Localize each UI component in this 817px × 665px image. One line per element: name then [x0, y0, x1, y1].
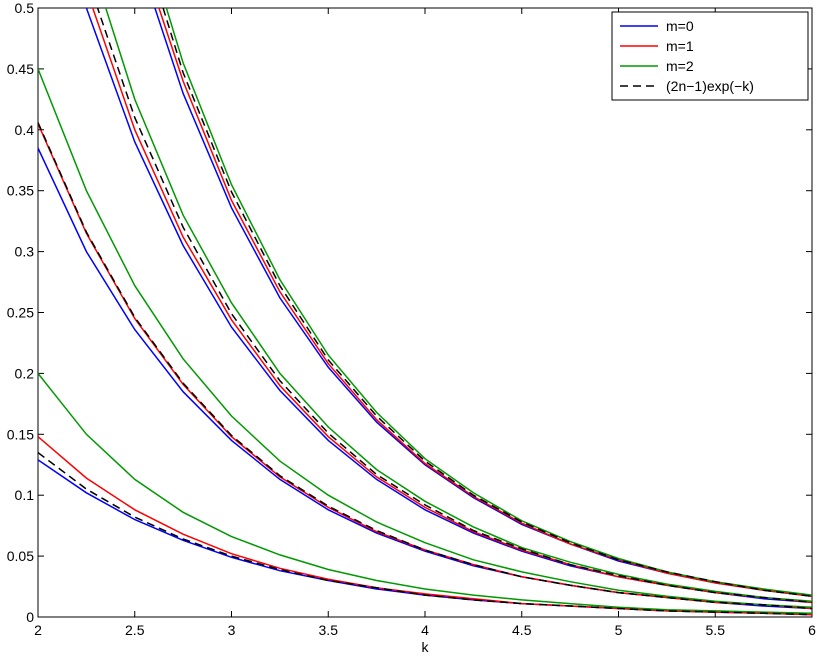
curve [38, 372, 812, 615]
y-tick-label: 0.3 [15, 244, 35, 260]
legend-label: (2n−1)exp(−k) [666, 78, 754, 94]
curve [38, 68, 812, 609]
curve [158, 8, 812, 598]
x-tick-label: 2.5 [125, 622, 145, 638]
x-axis-label: k [422, 639, 430, 655]
curve [38, 122, 812, 610]
curve [104, 8, 812, 602]
y-tick-label: 0.05 [7, 548, 34, 564]
x-tick-label: 4.5 [512, 622, 532, 638]
x-tick-label: 3 [228, 622, 236, 638]
y-tick-label: 0.2 [15, 365, 35, 381]
x-tick-label: 3.5 [319, 622, 339, 638]
plot-frame [37, 7, 813, 618]
y-tick-label: 0.4 [15, 122, 35, 138]
y-tick-label: 0.1 [15, 487, 35, 503]
x-tick-label: 2 [34, 622, 42, 638]
curve [165, 8, 812, 596]
plot-area [38, 8, 812, 616]
x-tick-label: 5.5 [706, 622, 726, 638]
y-tick-label: 0.35 [7, 183, 34, 199]
y-tick-label: 0.45 [7, 61, 34, 77]
x-tick-label: 4 [421, 622, 429, 638]
x-tick-label: 6 [808, 622, 816, 638]
y-tick-label: 0.15 [7, 426, 34, 442]
legend-label: m=0 [666, 18, 694, 34]
curve [38, 452, 812, 616]
curve [96, 8, 812, 604]
legend-label: m=2 [666, 58, 694, 74]
curve [162, 8, 812, 598]
legend-label: m=1 [666, 38, 694, 54]
x-tick-label: 5 [615, 622, 623, 638]
y-tick-label: 0.25 [7, 305, 34, 321]
y-tick-label: 0 [26, 609, 34, 625]
y-tick-label: 0.5 [15, 0, 35, 16]
